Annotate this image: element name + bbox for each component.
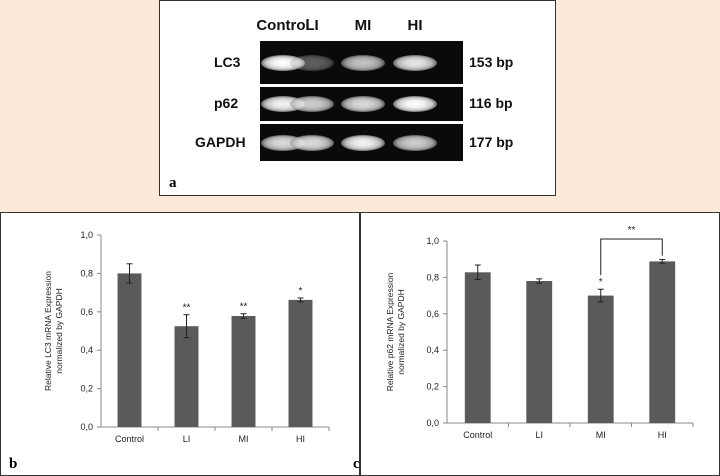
x-tick-label: Control: [463, 430, 492, 440]
gel-band: [261, 54, 305, 71]
gel-lane-label: HI: [407, 17, 423, 34]
panel-letter-b: b: [9, 456, 18, 472]
gel-band: [290, 96, 334, 112]
x-tick-label: HI: [658, 430, 667, 440]
x-tick-label: LI: [535, 430, 543, 440]
gel-gene-label: LC3: [214, 53, 241, 70]
panel-letter-c: c: [353, 456, 360, 472]
gel-gene-label: p62: [214, 95, 239, 111]
y-tick-label: 0,2: [80, 384, 93, 394]
gel-strip: [260, 124, 463, 161]
gel-strip: [260, 41, 463, 84]
significance-label: **: [183, 303, 191, 314]
gel-band: [393, 134, 437, 151]
bar: [587, 295, 614, 423]
y-tick-label: 0,8: [426, 272, 439, 282]
y-tick-label: 1,0: [426, 236, 439, 246]
panel-letter-a: a: [169, 175, 177, 191]
y-tick-label: 0,2: [426, 382, 439, 392]
gel-panel: Control LI MI HI LC3 153 bp p62 116 bp GAPDH 177…: [159, 0, 556, 196]
gel-band: [341, 54, 385, 71]
gel-lane-label: LI: [305, 17, 319, 34]
x-tick-label: HI: [296, 434, 305, 444]
gel-band: [393, 96, 437, 112]
bar: [231, 316, 256, 427]
gel-band: [341, 96, 385, 112]
y-tick-label: 0,4: [80, 345, 93, 355]
x-tick-label: MI: [239, 434, 249, 444]
x-tick-label: LI: [183, 434, 191, 444]
significance-label: *: [599, 277, 603, 288]
gel-strip: [260, 87, 463, 121]
gel-size-label: 177 bp: [469, 133, 514, 150]
bracket-label: **: [628, 225, 636, 236]
y-axis-label-line: Relative LC3 mRNA Expression: [43, 271, 53, 391]
gel-size-label: 116 bp: [469, 95, 513, 111]
y-tick-label: 1,0: [80, 230, 93, 240]
y-axis-label-line: normalized by GAPDH: [54, 288, 64, 374]
y-tick-label: 0,6: [80, 307, 93, 317]
y-tick-label: 0,6: [426, 309, 439, 319]
y-axis-label: Relative p62 mRNA Expressionnormalized b…: [385, 272, 406, 391]
bar: [526, 281, 553, 423]
y-axis-label: Relative LC3 mRNA Expressionnormalized b…: [43, 271, 64, 391]
gel-size-label: 153 bp: [469, 53, 514, 70]
lc3-bar-chart: 0,0 0,2 0,4 0,6 0,8 1,0 Control LI ** MI ** HI * Rela…: [43, 230, 330, 444]
y-tick-label: 0,0: [426, 418, 439, 428]
y-axis-label-line: normalized by GAPDH: [396, 289, 406, 375]
y-tick-label: 0,4: [426, 345, 439, 355]
gel-band: [290, 54, 334, 71]
bar: [649, 261, 676, 423]
bar: [174, 326, 199, 427]
bar: [117, 273, 142, 427]
gel-band: [393, 54, 437, 71]
gel-gene-label: GAPDH: [195, 133, 246, 150]
gel-lane-label: MI: [354, 17, 372, 34]
y-axis-label-line: Relative p62 mRNA Expression: [385, 272, 395, 391]
x-tick-label: MI: [596, 430, 606, 440]
y-tick-label: 0,8: [80, 268, 93, 278]
significance-label: *: [299, 286, 303, 297]
p62-chart-panel: 0,0 0,2 0,4 0,6 0,8 1,0 Control LI MI * HI ** Relati…: [353, 212, 720, 476]
significance-label: **: [240, 302, 248, 313]
y-tick-label: 0,0: [80, 422, 93, 432]
gel-band: [341, 134, 385, 151]
x-tick-label: Control: [115, 434, 144, 444]
gel-lane-label: Control: [256, 17, 310, 34]
significance-bracket: [600, 238, 663, 276]
bar: [288, 299, 313, 427]
gel-band: [290, 134, 334, 151]
p62-bar-chart: 0,0 0,2 0,4 0,6 0,8 1,0 Control LI MI * HI ** Relati…: [385, 225, 694, 440]
bar: [464, 272, 491, 423]
lc3-chart-panel: 0,0 0,2 0,4 0,6 0,8 1,0 Control LI ** MI ** HI * Rela…: [0, 212, 360, 476]
